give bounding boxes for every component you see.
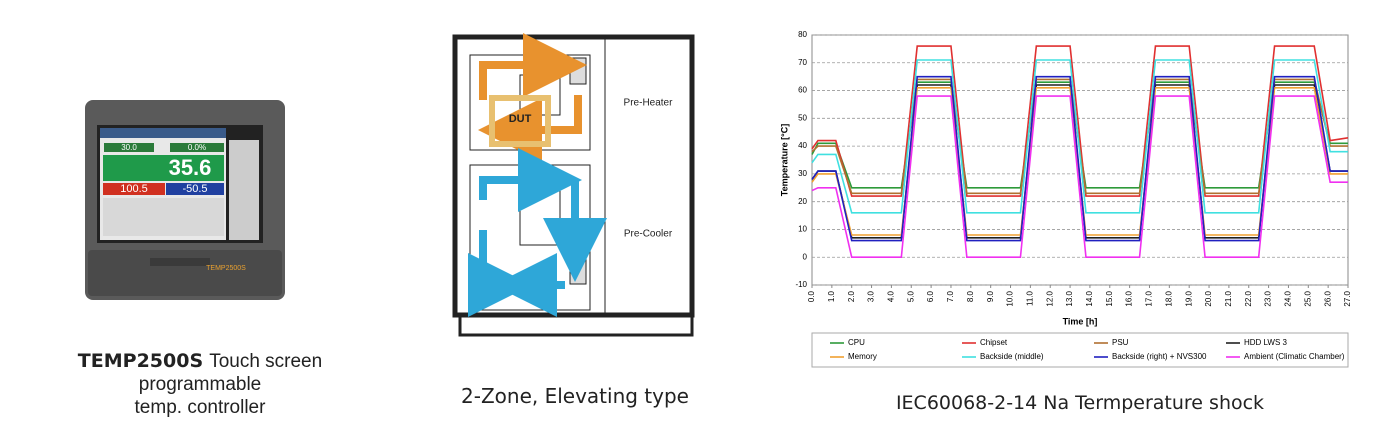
chamber-diagram	[452, 33, 695, 337]
setpoint: 30.0	[121, 143, 137, 152]
series-line	[811, 45, 1349, 197]
series-line	[811, 59, 1348, 214]
x-tick-label: 4.0	[887, 290, 896, 302]
lower-value: -50.5	[182, 183, 207, 195]
hot-arrow	[479, 33, 587, 100]
y-tick-label: 0	[803, 252, 808, 261]
x-tick-label: 21.0	[1224, 290, 1233, 306]
lower-box	[166, 183, 224, 195]
heater-fan	[569, 57, 587, 85]
x-tick-label: 9.0	[986, 290, 995, 302]
product-name: TEMP2500S	[77, 350, 204, 372]
x-tick-label: 6.0	[926, 290, 935, 302]
x-tick-label: 11.0	[1025, 290, 1034, 306]
x-tick-label: 8.0	[966, 290, 975, 302]
x-tick-label: 0.0	[807, 290, 816, 302]
side-buttons	[229, 140, 259, 240]
y-tick-label: 50	[798, 113, 807, 122]
device: 30.0 0.0% 35.6 100.5 -50.5 TEMP2500S	[85, 100, 285, 300]
legend-label: Chipset	[980, 338, 1008, 347]
x-tick-label: 19.0	[1184, 290, 1193, 306]
dut-box	[489, 95, 551, 147]
x-tick-label: 26.0	[1323, 290, 1332, 306]
legend-box	[811, 332, 1349, 368]
cold-inner	[519, 184, 561, 246]
y-tick-label: 70	[798, 58, 807, 67]
y-tick-label: 10	[798, 225, 807, 234]
chart-caption: IEC60068-2-14 Na Termperature shock	[895, 392, 1265, 414]
y-tick-label: 40	[798, 141, 807, 150]
logo-plate	[150, 258, 210, 266]
present-value: 35.6	[169, 155, 212, 180]
x-tick-label: 18.0	[1164, 290, 1173, 306]
legend-label: Backside (middle)	[980, 352, 1044, 361]
series-line	[811, 75, 1348, 242]
hot-arrow	[478, 95, 582, 162]
base	[458, 313, 694, 337]
x-tick-label: 7.0	[946, 290, 955, 302]
x-tick-label: 5.0	[906, 290, 915, 302]
output-box	[170, 143, 224, 152]
legend-label: Backside (right) + NVS300	[1112, 352, 1207, 361]
x-tick-label: 23.0	[1264, 290, 1273, 306]
screen-header	[100, 128, 226, 138]
x-tick-label: 12.0	[1045, 290, 1054, 306]
x-tick-label: 24.0	[1284, 290, 1293, 306]
y-tick-label: 60	[798, 86, 807, 95]
y-tick-label: 20	[798, 197, 807, 206]
setpoint-box	[104, 143, 154, 152]
x-tick-label: 16.0	[1125, 290, 1134, 306]
x-tick-label: 13.0	[1065, 290, 1074, 306]
x-tick-label: 14.0	[1085, 290, 1094, 306]
y-axis-label: Temperature [°C]	[779, 124, 789, 196]
x-tick-label: 2.0	[847, 290, 856, 302]
x-tick-label: 15.0	[1105, 290, 1114, 306]
upper-value: 100.5	[120, 183, 148, 195]
cold-arrow	[468, 230, 532, 317]
legend-label: CPU	[848, 338, 865, 347]
x-tick-label: 3.0	[867, 290, 876, 302]
x-tick-label: 20.0	[1204, 290, 1213, 306]
x-tick-label: 22.0	[1244, 290, 1253, 306]
y-tick-label: -10	[795, 280, 807, 289]
legend-label: Memory	[848, 352, 877, 361]
output: 0.0%	[188, 143, 206, 152]
cooler-fan	[569, 257, 587, 285]
x-tick-label: 17.0	[1145, 290, 1154, 306]
product-desc-2: temp. controller	[134, 397, 266, 418]
pre-cooler-label: Pre-Cooler	[624, 229, 673, 240]
legend-label: PSU	[1112, 338, 1129, 347]
y-tick-label: 30	[798, 169, 807, 178]
y-tick-label: 80	[798, 30, 807, 39]
dut-label: DUT	[509, 113, 532, 125]
x-tick-label: 10.0	[1006, 290, 1015, 306]
diagram-caption: 2-Zone, Elevating type	[461, 384, 689, 408]
series-line	[811, 95, 1348, 259]
upper-box	[103, 183, 165, 195]
cold-arrow	[479, 148, 582, 212]
legend-label: HDD LWS 3	[1244, 338, 1288, 347]
x-tick-label: 25.0	[1303, 290, 1312, 306]
x-tick-label: 1.0	[827, 290, 836, 302]
device-base	[88, 250, 282, 296]
status-area	[103, 198, 224, 236]
product-caption: TEMP2500S Touch screen programmable temp…	[20, 350, 380, 419]
legend-label: Ambient (Climatic Chamber)	[1244, 352, 1345, 361]
product-desc-1: Touch screen programmable	[138, 351, 323, 395]
x-tick-label: 27.0	[1343, 290, 1352, 306]
device-logo: TEMP2500S	[206, 265, 246, 272]
x-axis-label: Time [h]	[1063, 316, 1098, 326]
present-box	[103, 155, 224, 181]
pre-heater-label: Pre-Heater	[624, 98, 674, 109]
